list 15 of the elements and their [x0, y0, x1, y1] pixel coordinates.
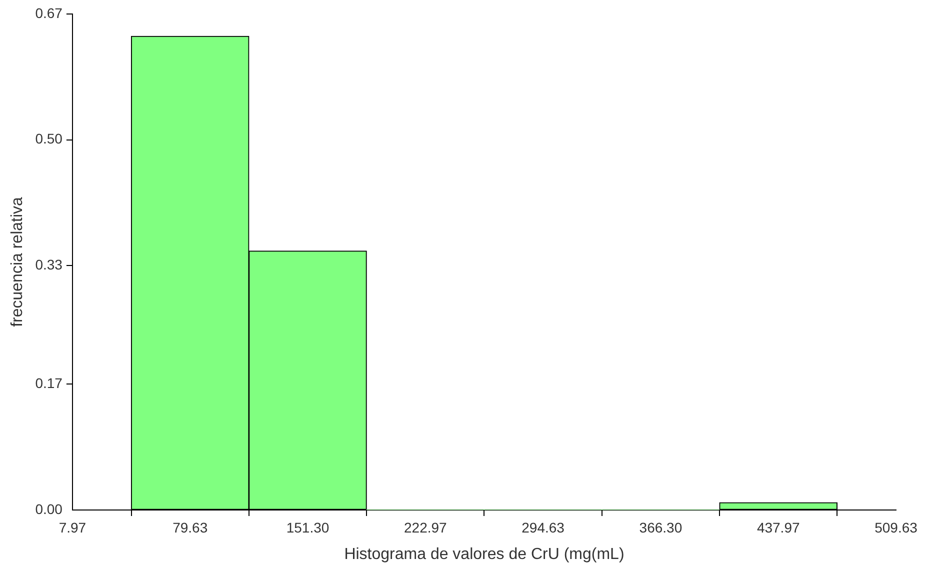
x-tick-label: 151.30: [286, 519, 330, 536]
y-axis-title: frecuencia relativa: [9, 196, 26, 327]
x-tick-label: 7.97: [58, 519, 86, 536]
x-tick-label: 79.63: [172, 519, 208, 536]
x-tick-label: 437.97: [756, 519, 800, 536]
y-tick-label: 0.67: [35, 4, 63, 21]
y-tick-label: 0.50: [35, 130, 63, 147]
x-axis-title: Histograma de valores de CrU (mg(mL): [344, 546, 624, 563]
x-tick-label: 509.63: [874, 519, 918, 536]
x-tick-label: 222.97: [404, 519, 448, 536]
y-tick-label: 0.17: [35, 375, 63, 392]
x-tick-label: 294.63: [522, 519, 565, 536]
y-tick-label: 0.00: [35, 500, 63, 517]
x-tick-label: 366.30: [639, 519, 682, 536]
y-tick-label: 0.33: [35, 256, 63, 273]
